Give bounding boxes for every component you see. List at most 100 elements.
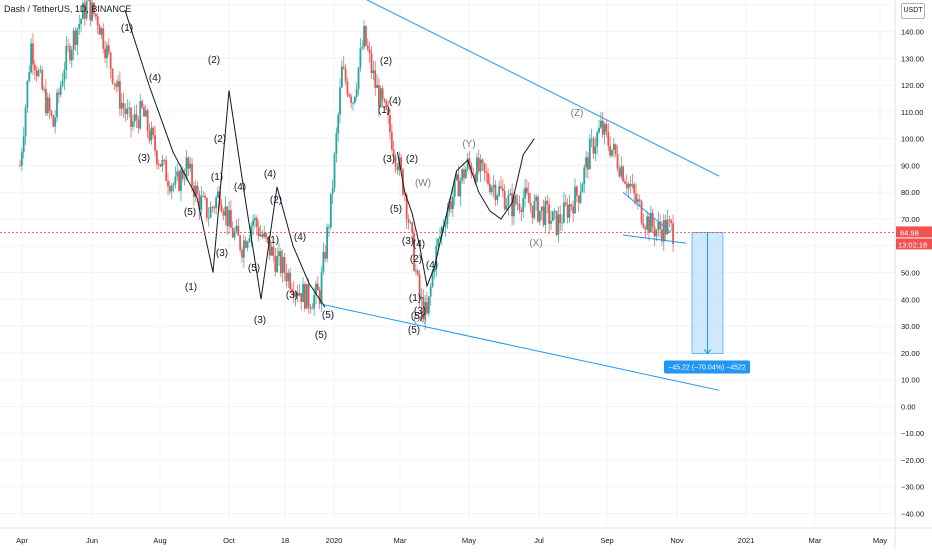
candle-body xyxy=(396,166,399,171)
wave-label: (W) xyxy=(415,178,431,189)
trendlines xyxy=(323,0,720,391)
candle-body xyxy=(167,180,169,187)
candle-body xyxy=(20,152,23,166)
candle-body xyxy=(152,127,155,136)
candle-body xyxy=(65,45,68,70)
candle-body xyxy=(291,288,293,292)
candle-body xyxy=(518,203,521,210)
candle-body xyxy=(67,45,69,47)
candle-body xyxy=(250,225,253,239)
candle-body xyxy=(242,240,245,258)
wave-label: (2) xyxy=(380,56,392,67)
candle-body xyxy=(246,241,249,248)
candle-body xyxy=(664,219,667,235)
candle-body xyxy=(394,155,397,167)
candle-body xyxy=(672,223,674,245)
candle-body xyxy=(304,284,306,309)
candle-body xyxy=(653,226,656,237)
candle-body xyxy=(407,218,410,223)
candle-body xyxy=(590,138,593,140)
candle-body xyxy=(666,219,669,235)
wave-label: (1) xyxy=(378,105,390,116)
candle-body xyxy=(413,233,415,271)
candle-body xyxy=(409,222,412,224)
price-tick-label: 70.00 xyxy=(901,215,920,224)
candle-body xyxy=(83,3,86,19)
candle-body xyxy=(444,224,447,227)
candle-body xyxy=(300,293,303,302)
candle-body xyxy=(122,103,125,109)
candle-body xyxy=(379,88,382,107)
candle-body xyxy=(400,157,402,170)
candle-body xyxy=(205,197,208,218)
candle-body xyxy=(383,98,386,101)
candle-body xyxy=(476,157,478,182)
candle-body xyxy=(422,296,425,320)
candle-body xyxy=(346,81,349,95)
candle-body xyxy=(353,96,356,103)
candle-body xyxy=(91,2,94,21)
candle-body xyxy=(342,66,345,69)
candle-body xyxy=(63,69,66,82)
candle-body xyxy=(104,48,106,59)
projection-label: −45.22 (−70.04%) −4522 xyxy=(668,364,746,371)
candle-body xyxy=(503,191,506,210)
wave-label: (2) xyxy=(270,195,282,206)
candle-body xyxy=(509,193,512,195)
wave-label: (5) xyxy=(411,311,423,322)
candle-body xyxy=(577,195,580,203)
candle-body xyxy=(605,124,608,132)
wave-label: (5) xyxy=(248,263,260,274)
candle-body xyxy=(463,169,465,179)
wave-label: (2) xyxy=(208,55,220,66)
price-tick-label: −30.00 xyxy=(901,483,924,492)
price-projection[interactable]: −45.22 (−70.04%) −4522 xyxy=(664,232,750,374)
candle-body xyxy=(111,68,114,83)
candle-body xyxy=(588,139,591,170)
candle-body xyxy=(540,206,543,211)
candle-body xyxy=(561,222,563,224)
candle-body xyxy=(30,43,32,73)
candle-body xyxy=(468,158,471,166)
candle-body xyxy=(501,188,504,192)
candle-body xyxy=(631,184,634,187)
candle-body xyxy=(285,272,288,282)
wave-label: (3) xyxy=(402,236,414,247)
candle-body xyxy=(494,184,497,201)
wave-label: (4) xyxy=(264,169,276,180)
candle-body xyxy=(209,207,212,218)
candle-body xyxy=(204,195,206,198)
wave-label: (4) xyxy=(234,182,246,193)
candle-body xyxy=(344,68,347,82)
price-tick-label: 20.00 xyxy=(901,349,920,358)
candle-body xyxy=(235,225,238,232)
time-tick-label: 2020 xyxy=(326,536,343,545)
candle-body xyxy=(520,209,523,212)
price-tick-label: −10.00 xyxy=(901,429,924,438)
candle-body xyxy=(453,179,456,197)
candle-body xyxy=(33,64,36,71)
candle-body xyxy=(96,16,99,26)
currency-badge[interactable]: USDT xyxy=(901,3,925,19)
candle-body xyxy=(128,107,131,109)
candle-body xyxy=(48,97,51,111)
candle-body xyxy=(328,227,330,228)
candle-body xyxy=(57,92,60,95)
candle-body xyxy=(106,45,108,59)
candle-body xyxy=(648,216,650,233)
candle-body xyxy=(609,145,612,156)
candle-body xyxy=(272,246,275,257)
price-tick-label: 130.00 xyxy=(901,54,924,63)
candle-body xyxy=(446,211,449,225)
candle-body xyxy=(298,293,301,296)
wave-label: (3) xyxy=(254,315,266,326)
candle-body xyxy=(148,130,151,141)
projection-arrow-head xyxy=(703,349,712,355)
candle-body xyxy=(74,30,77,45)
candle-body xyxy=(550,220,552,224)
wave-label: (4) xyxy=(149,73,161,84)
wave-label: (4) xyxy=(426,260,438,271)
price-tick-label: 40.00 xyxy=(901,295,920,304)
